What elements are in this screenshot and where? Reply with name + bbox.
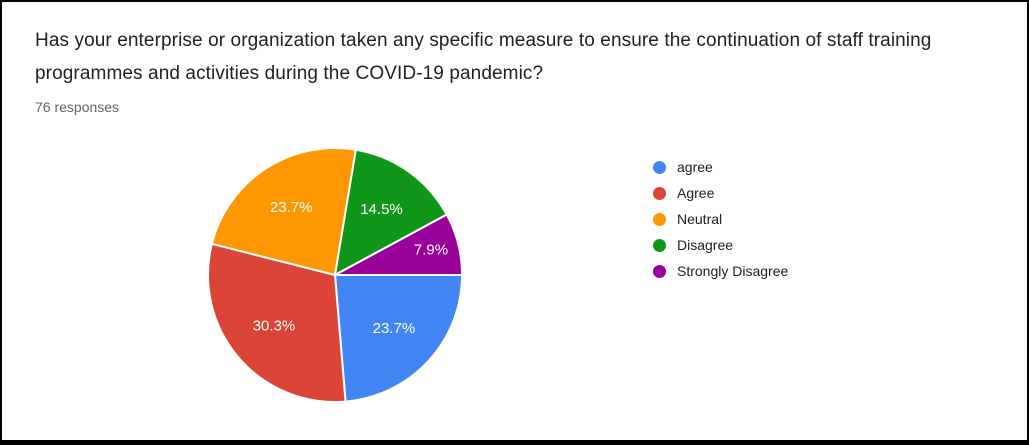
legend-color-dot: [653, 160, 666, 174]
slice-percent-label: 23.7%: [270, 199, 313, 216]
legend-label: agree: [677, 159, 713, 175]
legend-item-3-disagree: Disagree: [653, 237, 788, 253]
legend-item-1-agree: Agree: [653, 185, 788, 201]
slice-percent-label: 23.7%: [373, 320, 416, 337]
legend-label: Disagree: [677, 237, 734, 253]
legend-item-2-neutral: Neutral: [653, 211, 788, 227]
slice-percent-label: 7.9%: [414, 242, 448, 259]
slice-percent-label: 14.5%: [360, 201, 403, 218]
question-title: Has your enterprise or organization take…: [35, 30, 932, 84]
legend-label: Agree: [677, 185, 715, 201]
legend-item-0-agree: agree: [653, 159, 788, 175]
slice-percent-label: 30.3%: [253, 318, 296, 335]
legend-label: Strongly Disagree: [677, 263, 789, 279]
legend-color-dot: [653, 238, 666, 252]
pie-slice-4-strongly-disagree[interactable]: [334, 213, 463, 276]
pie-slice-2-neutral[interactable]: [210, 147, 357, 276]
pie-slice-3-disagree[interactable]: [334, 148, 448, 276]
legend-label: Neutral: [677, 211, 723, 227]
legend-color-dot: [653, 264, 666, 278]
pie-slice-1-agree[interactable]: [207, 242, 347, 403]
response-count: 76 responses: [35, 99, 120, 115]
pie-chart: 23.7% 30.3% 23.7% 14.5% 7.9%: [207, 147, 463, 403]
pie-slice-0-agree[interactable]: [334, 274, 463, 403]
legend: agree Agree Neutral Disagree Strongly Disagr…: [653, 159, 789, 290]
legend-color-dot: [653, 186, 666, 200]
legend-item-4-strongly-disagree: Strongly Disagree: [653, 263, 789, 279]
legend-color-dot: [653, 212, 666, 226]
